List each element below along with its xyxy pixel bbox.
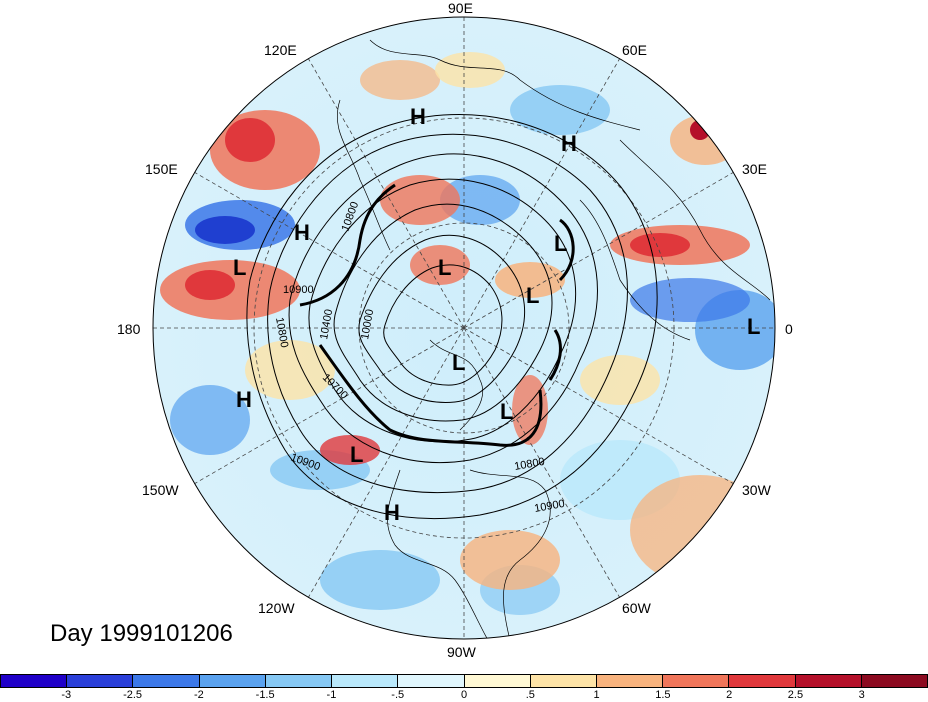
- colorbar-tick-label: 1.5: [655, 689, 671, 701]
- colorbar-tick-label: -1: [326, 689, 337, 701]
- colorbar-swatch: [530, 675, 597, 687]
- colorbar-swatch: [332, 675, 399, 687]
- contour-label: 10800: [273, 316, 290, 348]
- colorbar-tick-label: -.5: [391, 689, 405, 701]
- map-boundary: [152, 16, 776, 640]
- lon-label-150w: 150W: [142, 482, 179, 498]
- graticule: [153, 17, 775, 639]
- colorbar-tick-label: 1: [593, 689, 600, 701]
- low-pressure-center: L: [452, 350, 466, 375]
- colorbar-tick-label: -2.5: [123, 689, 143, 701]
- lon-label-90w: 90W: [447, 644, 476, 660]
- low-pressure-center: L: [438, 255, 452, 280]
- lon-label-180: 180: [117, 321, 141, 337]
- colorbar-swatch: [67, 675, 134, 687]
- colorbar-tick-label: -1.5: [255, 689, 275, 701]
- low-pressure-center: L: [747, 314, 761, 339]
- colorbar-swatch: [398, 675, 465, 687]
- map-title: Day 1999101206: [50, 620, 233, 647]
- low-pressure-center: L: [233, 255, 247, 280]
- colorbar-swatch: [596, 675, 664, 687]
- contour-label: 10000: [359, 308, 376, 340]
- lon-label-0: 0: [785, 321, 793, 337]
- high-pressure-center: H: [236, 387, 252, 412]
- high-pressure-center: H: [384, 500, 400, 525]
- lon-label-60w: 60W: [622, 600, 651, 616]
- colorbar-swatch: [199, 675, 266, 687]
- contour-label: 10900: [533, 498, 565, 515]
- lon-label-30w: 30W: [742, 482, 771, 498]
- anomaly-field: [153, 17, 775, 639]
- lon-label-60e: 60E: [622, 42, 647, 58]
- lon-label-120w: 120W: [258, 600, 295, 616]
- colorbar-tick-label: 3: [858, 689, 865, 701]
- colorbar-swatch: [861, 675, 928, 687]
- high-pressure-center: H: [294, 220, 310, 245]
- colorbar-swatch: [729, 675, 796, 687]
- height-contours: [246, 113, 658, 520]
- high-pressure-center: H: [561, 131, 577, 156]
- low-pressure-center: L: [500, 399, 514, 424]
- low-pressure-center: L: [350, 442, 364, 467]
- lon-label-90e: 90E: [448, 0, 473, 16]
- colorbar-tick-label: .5: [525, 689, 535, 701]
- lon-label-30e: 30E: [742, 161, 767, 177]
- colorbar-swatch: [133, 675, 200, 687]
- high-pressure-center: H: [410, 104, 426, 129]
- lon-label-120e: 120E: [264, 42, 297, 58]
- colorbar-tick-label: 2: [726, 689, 733, 701]
- colorbar-tick-label: 2.5: [787, 689, 804, 701]
- jet-contours: [299, 183, 575, 447]
- low-pressure-center: L: [526, 283, 540, 308]
- colorbar-swatch: [795, 675, 862, 687]
- colorbar-swatch: [663, 675, 730, 687]
- low-pressure-center: L: [554, 231, 568, 256]
- colorbar-tick-label: 0: [460, 689, 468, 701]
- colorbar-tick-label: -3: [61, 689, 72, 701]
- contour-label: 10800: [513, 456, 545, 473]
- colorbar: [0, 674, 928, 688]
- colorbar-swatch: [265, 675, 333, 687]
- colorbar-swatch: [1, 675, 68, 687]
- contour-label: 10900: [283, 284, 314, 296]
- contour-label: 10400: [318, 308, 335, 340]
- colorbar-swatch: [464, 675, 531, 687]
- colorbar-tick-label: -2: [193, 689, 204, 701]
- lon-label-150e: 150E: [145, 161, 178, 177]
